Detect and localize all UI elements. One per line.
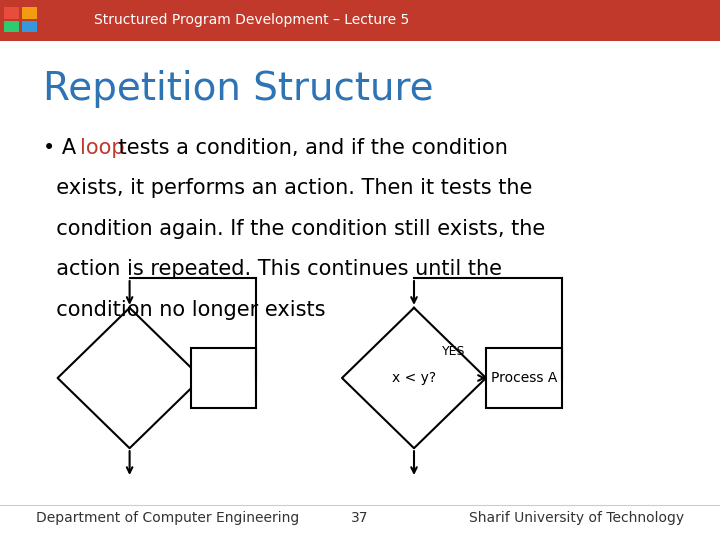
Text: Department of Computer Engineering: Department of Computer Engineering [36,511,300,525]
Text: YES: YES [442,345,465,358]
Text: Process A: Process A [490,371,557,385]
Text: x < y?: x < y? [392,371,436,385]
Text: condition again. If the condition still exists, the: condition again. If the condition still … [43,219,546,239]
Bar [191,348,256,408]
Text: condition no longer exists: condition no longer exists [43,300,325,320]
Text: Structured Program Development – Lecture 5: Structured Program Development – Lecture… [94,14,409,27]
FancyBboxPatch shape [4,7,19,19]
Text: 37: 37 [351,511,369,525]
Text: Sharif University of Technology: Sharif University of Technology [469,511,684,525]
FancyBboxPatch shape [4,21,19,32]
Text: Repetition Structure: Repetition Structure [43,70,434,108]
FancyBboxPatch shape [0,0,720,40]
Text: exists, it performs an action. Then it tests the: exists, it performs an action. Then it t… [43,178,533,198]
FancyBboxPatch shape [22,7,37,19]
Text: loop: loop [80,138,125,158]
Bar [486,348,562,408]
Text: • A: • A [43,138,83,158]
FancyBboxPatch shape [22,21,37,32]
Text: tests a condition, and if the condition: tests a condition, and if the condition [112,138,508,158]
Text: action is repeated. This continues until the: action is repeated. This continues until… [43,259,503,279]
